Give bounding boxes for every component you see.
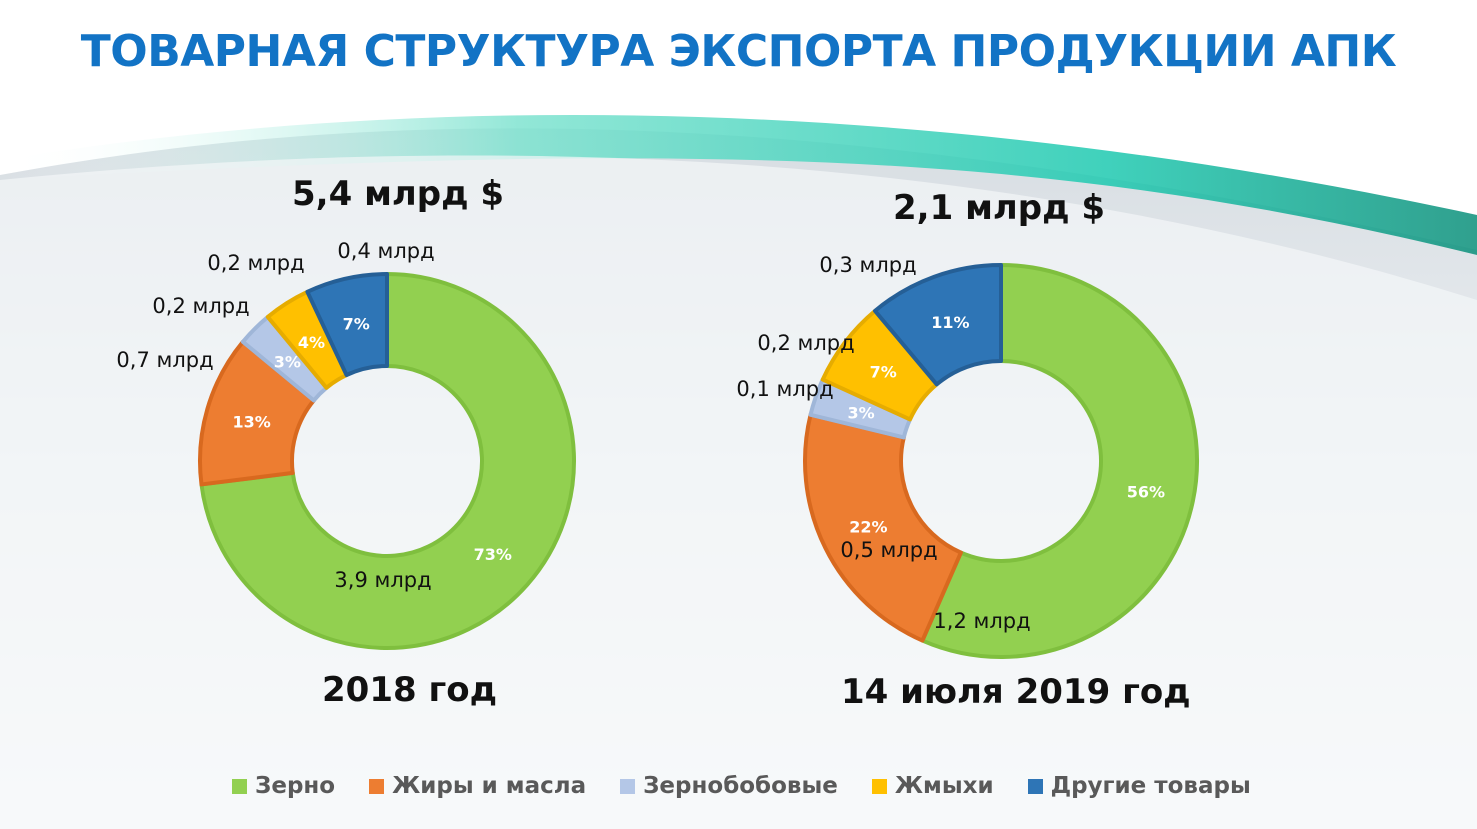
value-label-oilcake: 0,2 млрд [207, 251, 304, 275]
percent-label-oils: 22% [849, 518, 887, 537]
percent-label-legumes: 3% [274, 352, 301, 371]
value-label-other: 0,4 млрд [337, 239, 434, 263]
legend-swatch [232, 778, 247, 794]
slice-grain [920, 263, 1199, 659]
slice-other [305, 272, 389, 378]
percent-label-other: 11% [931, 313, 969, 332]
value-label-grain: 3,9 млрд [334, 568, 431, 592]
legend-label: Зерно [255, 773, 336, 799]
legend-item-oils: Жиры и масла [369, 773, 586, 799]
slice-grain [199, 272, 576, 650]
legend-item-other: Другие товары [1027, 773, 1251, 799]
percent-label-oils: 13% [232, 413, 270, 432]
percent-label-grain: 73% [474, 545, 512, 564]
legend-label: Другие товары [1050, 773, 1251, 799]
percent-label-grain: 56% [1127, 482, 1165, 501]
total-2018: 5,4 млрд $ [292, 174, 505, 214]
donut-chart-2019: 56% 22% 3% 7% 11% 1,2 млрд 0,5 млрд 0,1 млрд 0,2… [736, 253, 1199, 659]
period-2018: 2018 год [322, 670, 498, 710]
value-label-other: 0,3 млрд [819, 253, 916, 277]
page-title: ТОВАРНАЯ СТРУКТУРА ЭКСПОРТА ПРОДУКЦИИ АП… [80, 26, 1397, 77]
total-2019: 2,1 млрд $ [893, 188, 1106, 228]
legend-label: Жмыхи [894, 773, 994, 799]
value-label-grain: 1,2 млрд [933, 609, 1030, 633]
legend-swatch [369, 778, 385, 794]
value-label-legumes: 0,1 млрд [736, 377, 833, 401]
legend-label: Зернобобовые [643, 773, 838, 799]
value-label-oils: 0,7 млрд [116, 348, 213, 372]
period-2019: 14 июля 2019 год [841, 672, 1191, 712]
value-label-oilcake: 0,2 млрд [757, 331, 854, 355]
percent-label-other: 7% [343, 314, 370, 333]
value-label-oils: 0,5 млрд [840, 538, 937, 562]
legend-item-grain: Зерно [232, 773, 335, 799]
percent-label-oilcake: 4% [298, 333, 325, 352]
donut-chart-2018: 73% 13% 3%4% 7% 3,9 млрд 0,7 млрд 0,2 млрд 0,2 … [116, 239, 576, 650]
percent-label-legumes: 3% [848, 404, 875, 423]
value-label-legumes: 0,2 млрд [152, 294, 249, 318]
legend-swatch [1027, 778, 1043, 794]
legend-item-oilcake: Жмыхи [871, 773, 994, 799]
legend-label: Жиры и масла [392, 773, 587, 799]
legend-item-legumes: Зернобобовые [620, 773, 838, 799]
chart-legend: Зерно Жиры и масла Зернобобовые Жмыхи Др… [232, 766, 1251, 806]
legend-swatch [620, 778, 636, 794]
legend-swatch [871, 778, 887, 794]
percent-label-oilcake: 7% [870, 362, 897, 381]
slice-other [873, 263, 1003, 387]
slice-oils [803, 412, 963, 643]
